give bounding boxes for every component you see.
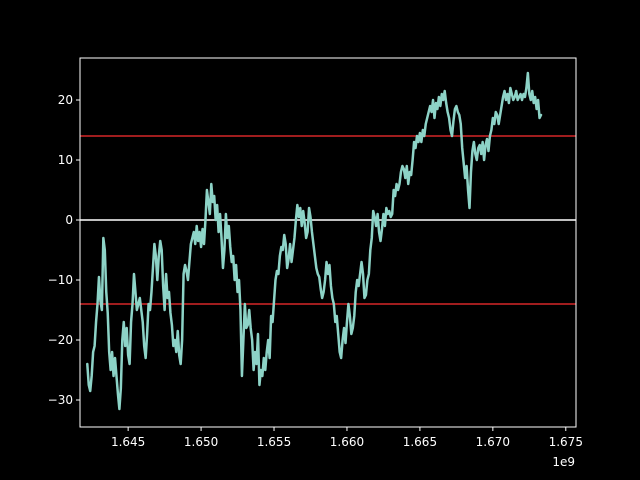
x-tick-label-6: 1.675 (549, 435, 583, 449)
data-series (86, 71, 543, 411)
y-tick-label-4: −20 (48, 333, 73, 347)
x-axis: 1.645 1.650 1.655 1.660 1.665 1.670 1.675 (111, 427, 583, 449)
plot-frame (79, 57, 577, 428)
y-axis: 20 10 0 −10 −20 −30 (48, 93, 80, 407)
x-tick-label-4: 1.665 (403, 435, 437, 449)
reference-lines (80, 135, 576, 305)
x-tick-label-5: 1.670 (476, 435, 510, 449)
x-tick-label-2: 1.655 (257, 435, 291, 449)
series-line-0 (86, 71, 543, 411)
x-tick-label-0: 1.645 (111, 435, 145, 449)
x-tick-label-1: 1.650 (184, 435, 218, 449)
x-tick-label-3: 1.660 (330, 435, 364, 449)
y-tick-label-2: 0 (65, 213, 73, 227)
y-tick-label-0: 20 (58, 93, 73, 107)
y-tick-label-1: 10 (58, 153, 73, 167)
y-tick-label-5: −30 (48, 393, 73, 407)
y-tick-label-3: −10 (48, 273, 73, 287)
x-axis-offset-label: 1e9 (552, 455, 575, 469)
